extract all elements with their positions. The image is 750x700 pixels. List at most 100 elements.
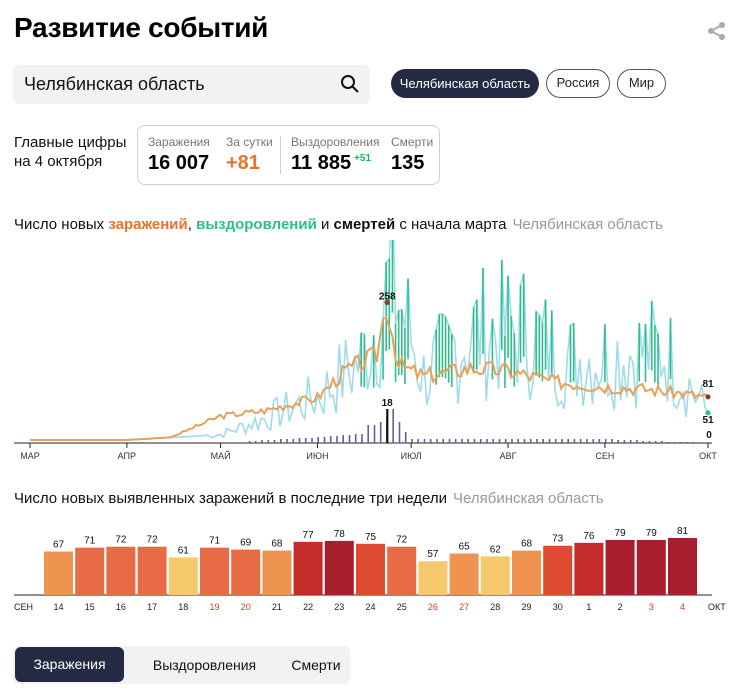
death-bar: [561, 439, 563, 443]
data-label: 81: [702, 379, 714, 390]
death-bar: [286, 439, 288, 443]
death-bar: [323, 437, 326, 443]
bar-value-label: 79: [646, 528, 658, 539]
bar: [449, 553, 479, 595]
tab-infections[interactable]: Заражения: [15, 647, 124, 682]
bar: [324, 540, 354, 595]
bar-value-label: 79: [615, 528, 627, 539]
death-bar: [267, 440, 270, 443]
bar-value-label: 78: [334, 529, 346, 540]
x-tick-label: МАЙ: [211, 450, 231, 461]
bar: [168, 557, 198, 595]
annotation-dot: [705, 410, 711, 416]
x-tick-label: 29: [521, 602, 531, 612]
annotation-dot: [384, 299, 390, 305]
bar: [636, 539, 666, 595]
region-chip-russia[interactable]: Россия: [546, 69, 610, 98]
bar: [605, 539, 635, 595]
bar-value-label: 72: [115, 535, 127, 546]
stat-divider: [280, 136, 281, 174]
trend-title-infections: заражений: [108, 216, 188, 233]
death-bar: [429, 439, 432, 443]
x-tick-label: 16: [116, 602, 126, 612]
x-tick-label: 1: [586, 602, 591, 612]
death-bar: [342, 435, 344, 443]
death-bar: [367, 425, 369, 443]
bar-value-label: 75: [365, 532, 377, 543]
bar: [200, 547, 229, 595]
bar: [262, 550, 292, 595]
death-bar: [436, 439, 438, 443]
trend-chart: МАР АПР МАЙ ИЮН ИЮЛ АВГ СЕН ОКТ 258 18 81 51 0: [14, 240, 717, 461]
trend-title-sep2: и: [316, 216, 334, 233]
death-bar: [354, 434, 357, 443]
tab-deaths[interactable]: Смерти: [291, 657, 341, 673]
death-bar: [523, 439, 526, 443]
death-bar: [629, 440, 632, 443]
bar-value-label: 81: [677, 526, 689, 537]
x-tick-label: МАР: [20, 451, 40, 461]
summary-stats: Заражения 16 007 За сутки +81 Выздоровле…: [137, 125, 440, 185]
death-bar: [479, 439, 482, 443]
bar: [387, 546, 417, 595]
recovered-label: Выздоровления: [291, 135, 380, 149]
death-bar: [648, 441, 651, 443]
death-bar: [255, 441, 257, 443]
bar: [293, 541, 323, 595]
trend-region: Челябинская область: [512, 216, 663, 233]
death-bar: [329, 436, 332, 443]
death-bar: [679, 442, 682, 443]
death-bar: [654, 441, 657, 443]
death-bar: [611, 439, 613, 443]
trend-title-post: с начала марта: [395, 216, 507, 233]
death-bar: [298, 438, 301, 443]
x-tick-label: АПР: [118, 451, 136, 461]
tab-recovered[interactable]: Выздоровления: [152, 657, 257, 673]
death-bar: [448, 439, 451, 443]
x-tick-label: 25: [397, 602, 407, 612]
bars-chart-title: Число новых выявленных заражений в после…: [14, 490, 604, 507]
bar-value-label: 77: [303, 530, 315, 541]
region-chip-chelyabinsk[interactable]: Челябинская область: [391, 69, 539, 98]
death-bar: [579, 439, 582, 443]
bar-value-label: 76: [583, 531, 595, 542]
bar: [418, 561, 448, 595]
bar: [137, 546, 167, 595]
data-label: 51: [702, 415, 714, 426]
death-bar: [529, 439, 532, 443]
x-tick-label: 3: [649, 602, 654, 612]
death-bar: [292, 439, 295, 443]
death-bar: [461, 439, 463, 443]
infections-value: 16 007: [148, 152, 210, 174]
death-bar: [273, 440, 276, 443]
bar-value-label: 62: [490, 544, 502, 555]
share-icon[interactable]: [706, 20, 728, 42]
x-tick-label: 23: [334, 602, 344, 612]
death-bar: [398, 422, 401, 443]
search-input[interactable]: Челябинская область: [13, 65, 370, 104]
daily-label: За сутки: [226, 135, 273, 149]
death-bar: [498, 439, 501, 443]
death-bar: [617, 440, 619, 443]
bar-value-label: 61: [178, 545, 190, 556]
bar-value-label: 71: [84, 536, 96, 547]
page-title: Развитие событий: [14, 12, 269, 43]
summary-label: Главные цифры на 4 октября: [14, 134, 127, 170]
death-bar: [517, 439, 519, 443]
search-icon[interactable]: [340, 74, 360, 94]
recovered-delta: +51: [354, 153, 372, 165]
bar: [512, 550, 541, 595]
death-bar: [248, 441, 251, 443]
death-bar: [542, 439, 544, 443]
death-bar: [348, 435, 351, 443]
region-chip-world[interactable]: Мир: [617, 69, 666, 98]
death-peak-bar: [386, 409, 389, 443]
death-bar: [361, 434, 363, 443]
series-infections-line: [30, 316, 709, 441]
recovered-value: 11 885: [291, 152, 352, 174]
bar-value-label: 68: [271, 539, 283, 550]
x-tick-label: 17: [147, 602, 157, 612]
search-value: Челябинская область: [24, 74, 205, 94]
death-bar: [373, 425, 376, 443]
x-tick-label: АВГ: [500, 451, 517, 461]
